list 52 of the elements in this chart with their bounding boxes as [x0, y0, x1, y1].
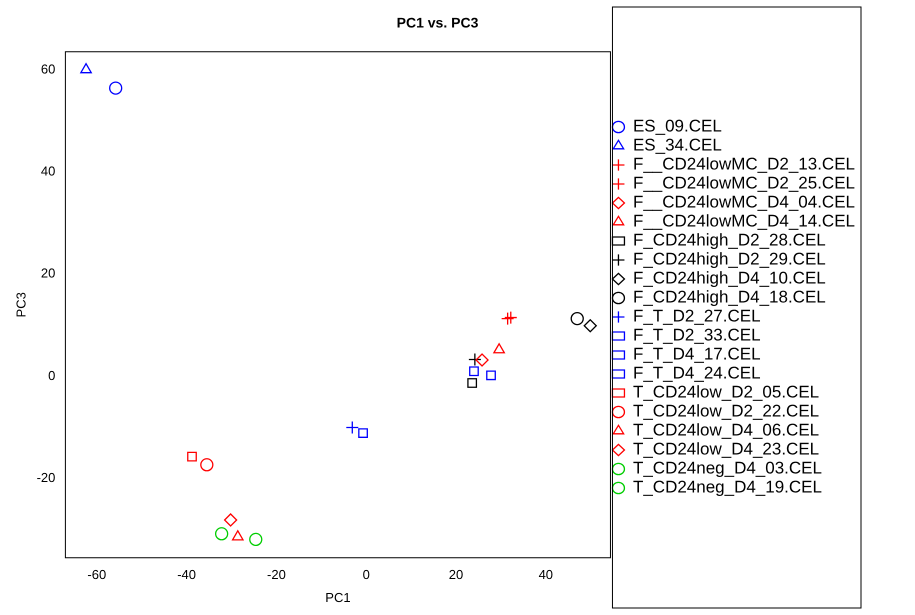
y-tick-label: -20 — [36, 470, 56, 486]
y-tick-label: 40 — [40, 163, 56, 178]
point — [467, 378, 478, 388]
point — [486, 370, 496, 380]
legend-label: F_CD24high_D4_10.CEL — [632, 268, 826, 288]
legend-label: ES_09.CEL — [632, 116, 722, 136]
legend-label: F__CD24lowMC_D2_13.CEL — [632, 154, 855, 174]
legend-label: T_CD24low_D4_06.CEL — [632, 420, 820, 440]
legend-label: F__CD24lowMC_D4_04.CEL — [632, 192, 855, 212]
legend-label: T_CD24low_D4_23.CEL — [632, 440, 820, 459]
legend-label: F__CD24lowMC_D4_14.CEL — [632, 212, 855, 231]
x-tick-label: 40 — [538, 567, 554, 582]
point — [475, 353, 489, 367]
legend-label: F_T_D4_24.CEL — [632, 364, 761, 383]
x-tick-label: -60 — [87, 567, 106, 582]
legend-label: F_CD24high_D2_29.CEL — [632, 250, 826, 269]
point — [500, 312, 514, 326]
x-tick-label: 20 — [448, 567, 464, 582]
point — [584, 319, 597, 332]
x-axis-title: PC1 — [325, 590, 351, 605]
y-tick-label: 60 — [40, 61, 56, 76]
legend-label: T_CD24neg_D4_03.CEL — [632, 458, 822, 478]
legend-label: F__CD24lowMC_D2_25.CEL — [632, 174, 855, 193]
point — [570, 312, 584, 326]
legend-label: ES_34.CEL — [632, 136, 722, 155]
legend-label: F_T_D2_33.CEL — [632, 326, 761, 345]
y-tick-label: 20 — [40, 266, 56, 281]
point — [493, 343, 505, 354]
y-axis-title: PC3 — [13, 292, 28, 318]
legend-label: F_T_D2_27.CEL — [632, 306, 761, 326]
y-tick-label: 0 — [48, 368, 56, 383]
legend-label: T_CD24neg_D4_19.CEL — [632, 478, 822, 497]
chart-title: PC1 vs. PC3 — [396, 14, 479, 30]
legend-label: T_CD24low_D2_05.CEL — [632, 382, 820, 402]
point — [358, 428, 368, 438]
point — [249, 532, 262, 546]
point — [200, 458, 214, 472]
legend-label: F_CD24high_D4_18.CEL — [632, 288, 826, 307]
legend-label: T_CD24low_D2_22.CEL — [632, 402, 820, 421]
point — [469, 366, 479, 376]
legend-label: F_T_D4_17.CEL — [632, 344, 761, 364]
point — [224, 513, 238, 527]
x-tick-label: 0 — [362, 567, 370, 582]
x-tick-label: -40 — [177, 567, 196, 582]
point — [346, 420, 359, 434]
point — [109, 81, 122, 95]
legend-label: F_CD24high_D2_28.CEL — [632, 230, 826, 250]
point — [80, 63, 92, 74]
x-tick-label: -20 — [267, 567, 286, 582]
point — [468, 352, 482, 366]
point — [187, 452, 197, 462]
point — [214, 527, 228, 540]
